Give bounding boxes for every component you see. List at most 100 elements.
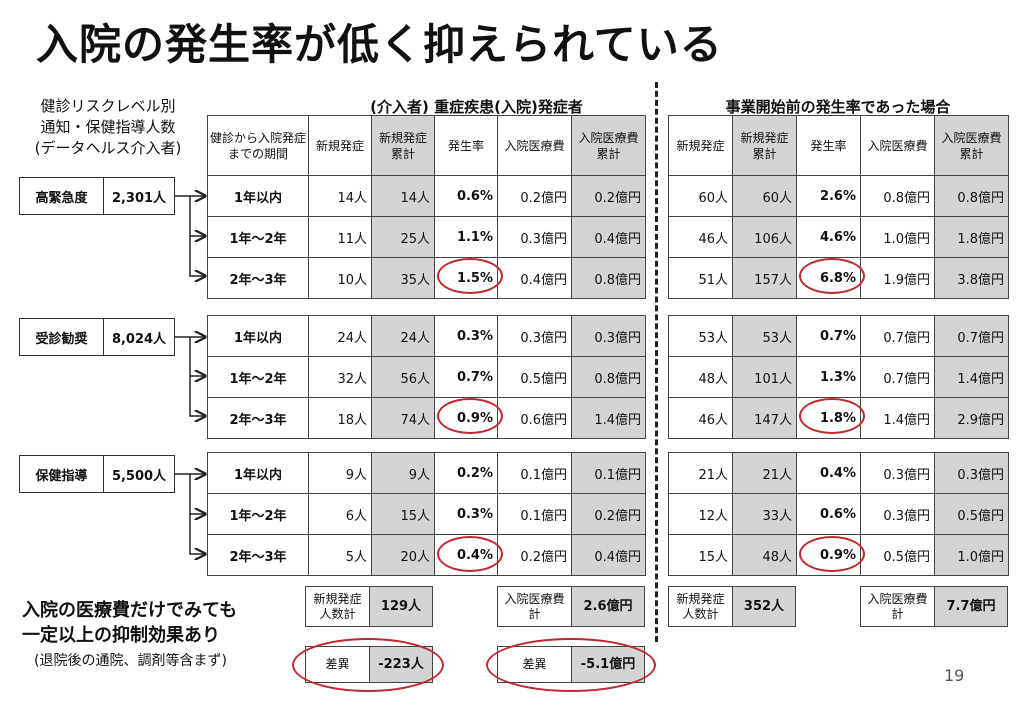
cost-cell: 0.4億円 [497, 257, 572, 299]
cost-cum-cell: 1.0億円 [934, 534, 1009, 576]
highlight-circle [799, 536, 865, 572]
rate-cell: 1.1% [434, 216, 498, 258]
cost-cell: 0.1億円 [497, 493, 572, 535]
cost-cum-cell: 3.8億円 [934, 257, 1009, 299]
rate-cell: 0.3% [434, 493, 498, 535]
summary-label: 入院医療費計 [860, 586, 935, 627]
header-cost-cum: 入院医療費累計 [934, 115, 1009, 176]
highlight-circle [799, 258, 865, 294]
baseline-group-title: 事業開始前の発生率であった場合 [725, 98, 951, 116]
cost-cell: 0.8億円 [860, 175, 935, 217]
left-new-total-box: 新規発症人数計 129人 [305, 586, 433, 627]
cost-cum-cell: 2.9億円 [934, 397, 1009, 439]
rate-cell: 0.3% [434, 315, 498, 357]
table-row: 1年〜2年 32人 56人 0.7% 0.5億円 0.8億円 [207, 356, 646, 398]
cum-cell: 106人 [732, 216, 797, 258]
header-cost-cum: 入院医療費累計 [571, 115, 646, 176]
period-cell: 1年以内 [207, 315, 309, 357]
header-cum: 新規発症累計 [732, 115, 797, 176]
table-row: 48人 101人 1.3% 0.7億円 1.4億円 [668, 356, 1009, 398]
new-cell: 9人 [308, 452, 372, 494]
summary-label: 入院医療費計 [497, 586, 572, 627]
new-cell: 14人 [308, 175, 372, 217]
highlight-circle [292, 638, 444, 692]
period-cell: 2年〜3年 [207, 257, 309, 299]
level-box-high-urgency: 高緊急度 2,301人 [19, 177, 175, 215]
cost-cum-cell: 0.2億円 [571, 175, 646, 217]
highlight-circle [799, 398, 865, 434]
cost-cell: 0.1億円 [497, 452, 572, 494]
new-cell: 10人 [308, 257, 372, 299]
new-cell: 15人 [668, 534, 733, 576]
cost-cum-cell: 0.5億円 [934, 493, 1009, 535]
table-row: 12人 33人 0.6% 0.3億円 0.5億円 [668, 493, 1009, 535]
cost-cell: 0.7億円 [860, 315, 935, 357]
header-rate: 発生率 [796, 115, 861, 176]
rate-cell: 1.3% [796, 356, 861, 398]
dashed-divider [655, 82, 658, 642]
right-cost-total-box: 入院医療費計 7.7億円 [860, 586, 1008, 627]
summary-value: 352人 [732, 586, 796, 627]
period-cell: 1年〜2年 [207, 216, 309, 258]
level-box-health-guidance: 保健指導 5,500人 [19, 455, 175, 493]
rate-cell: 0.2% [434, 452, 498, 494]
cost-cell: 0.2億円 [497, 534, 572, 576]
summary-value: 2.6億円 [571, 586, 645, 627]
cum-cell: 9人 [371, 452, 435, 494]
cost-cum-cell: 0.2億円 [571, 493, 646, 535]
cost-cum-cell: 0.8億円 [934, 175, 1009, 217]
period-cell: 1年〜2年 [207, 356, 309, 398]
cum-cell: 15人 [371, 493, 435, 535]
page-title: 入院の発生率が低く抑えられている [36, 20, 723, 69]
cost-cell: 0.3億円 [860, 493, 935, 535]
new-cell: 51人 [668, 257, 733, 299]
right-header-table: 新規発症 新規発症累計 発生率 入院医療費 入院医療費累計 [668, 115, 1009, 176]
table-row: 1年〜2年 6人 15人 0.3% 0.1億円 0.2億円 [207, 493, 646, 535]
table-row: 21人 21人 0.4% 0.3億円 0.3億円 [668, 452, 1009, 494]
level-name: 保健指導 [20, 456, 104, 492]
cum-cell: 74人 [371, 397, 435, 439]
conclusion-text: 入院の医療費だけでみても 一定以上の抑制効果あり [22, 598, 237, 648]
risk-level-caption-line2: 通知・保健指導人数 [40, 118, 176, 136]
new-cell: 60人 [668, 175, 733, 217]
table-row: 1年以内 14人 14人 0.6% 0.2億円 0.2億円 [207, 175, 646, 217]
cost-cell: 0.5億円 [497, 356, 572, 398]
summary-value: 129人 [369, 586, 433, 627]
left-table-level2: 1年以内 24人 24人 0.3% 0.3億円 0.3億円 1年〜2年 32人 … [207, 315, 646, 439]
table-row: 46人 106人 4.6% 1.0億円 1.8億円 [668, 216, 1009, 258]
highlight-circle [486, 638, 656, 692]
cum-cell: 33人 [732, 493, 797, 535]
conclusion-note: (退院後の通院、調剤等含まず) [34, 653, 227, 669]
header-new: 新規発症 [308, 115, 372, 176]
cost-cell: 0.2億円 [497, 175, 572, 217]
cost-cum-cell: 0.3億円 [571, 315, 646, 357]
risk-level-caption-line3: (データヘルス介入者) [34, 139, 182, 157]
table-row: 60人 60人 2.6% 0.8億円 0.8億円 [668, 175, 1009, 217]
table-row: 2年〜3年 18人 74人 0.9% 0.6億円 1.4億円 [207, 397, 646, 439]
new-cell: 18人 [308, 397, 372, 439]
rate-cell: 0.6% [434, 175, 498, 217]
table-row: 1年以内 9人 9人 0.2% 0.1億円 0.1億円 [207, 452, 646, 494]
highlight-circle [437, 536, 503, 572]
level-count: 2,301人 [111, 190, 167, 206]
new-cell: 32人 [308, 356, 372, 398]
risk-level-caption-line1: 健診リスクレベル別 [40, 97, 176, 115]
table-row: 2年〜3年 5人 20人 0.4% 0.2億円 0.4億円 [207, 534, 646, 576]
intervention-group-title: (介入者) 重症疾患(入院)発症者 [370, 98, 583, 116]
summary-value: 7.7億円 [934, 586, 1008, 627]
new-cell: 48人 [668, 356, 733, 398]
level-count: 5,500人 [111, 468, 167, 484]
header-cost: 入院医療費 [860, 115, 935, 176]
rate-cell: 0.4% [796, 452, 861, 494]
cost-cell: 0.3億円 [497, 315, 572, 357]
new-cell: 53人 [668, 315, 733, 357]
summary-label: 新規発症人数計 [668, 586, 733, 627]
cum-cell: 35人 [371, 257, 435, 299]
table-row: 1年以内 24人 24人 0.3% 0.3億円 0.3億円 [207, 315, 646, 357]
cum-cell: 21人 [732, 452, 797, 494]
new-cell: 46人 [668, 397, 733, 439]
cost-cum-cell: 0.3億円 [934, 452, 1009, 494]
cost-cell: 0.3億円 [497, 216, 572, 258]
level-count: 8,024人 [111, 331, 167, 347]
cum-cell: 101人 [732, 356, 797, 398]
